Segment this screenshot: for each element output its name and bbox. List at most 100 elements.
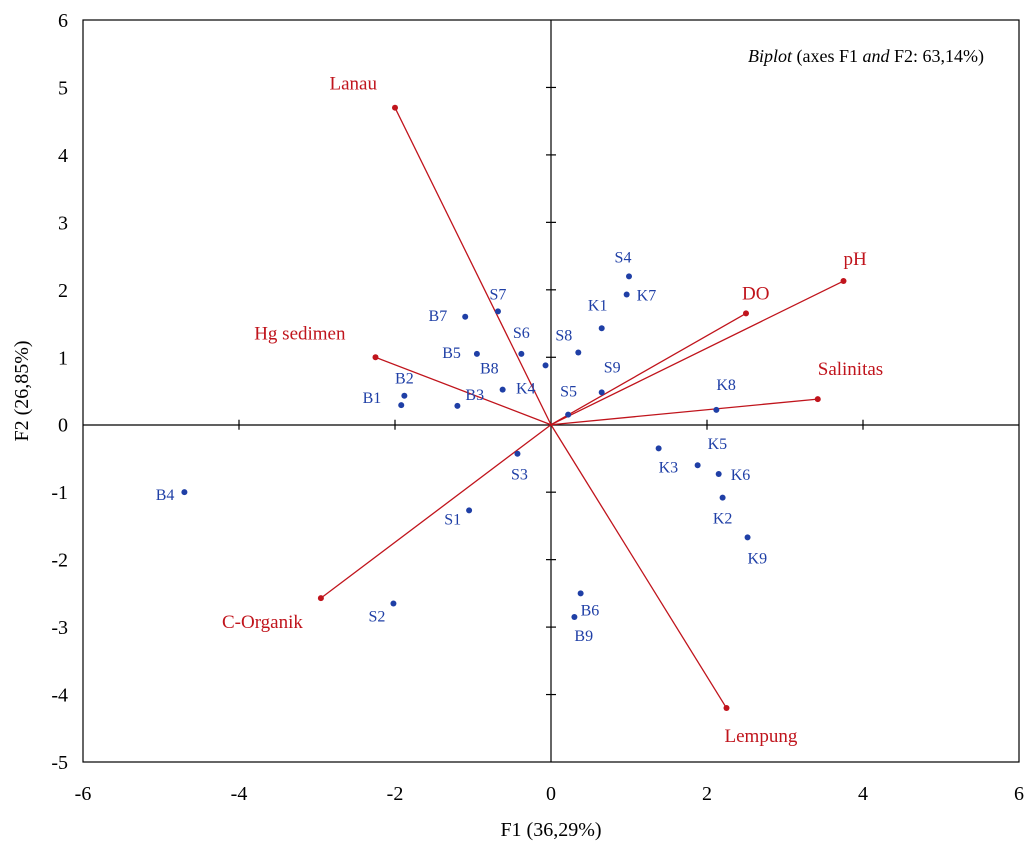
title-prefix: Biplot [748, 46, 793, 66]
x-tick-label: 6 [1014, 783, 1024, 805]
observation-label: S1 [444, 511, 461, 528]
observation-point [462, 313, 469, 320]
observation-point [494, 308, 501, 315]
variable-label: pH [844, 249, 868, 270]
observation-label: S5 [560, 384, 577, 401]
observation-point [565, 411, 572, 418]
observation-label: S6 [513, 325, 530, 342]
x-axis-title: F1 (36,29%) [500, 819, 601, 841]
observation-label: K3 [659, 459, 679, 476]
title-mid: (axes F1 [792, 46, 863, 67]
observation-point [454, 402, 461, 409]
y-tick-label: -1 [51, 482, 68, 504]
observation-point [571, 613, 578, 620]
x-tick-label: -2 [387, 783, 404, 805]
observation-point [623, 291, 630, 298]
vector-line [375, 356, 552, 426]
observation-point [577, 590, 584, 597]
observation-point [473, 350, 480, 357]
observation-point [499, 386, 506, 393]
y-tick-labels: -5 -4 -3 -2 -1 0 1 2 3 4 5 6 [51, 10, 68, 774]
variable-label: Hg sedimen [254, 323, 346, 344]
x-tick-label: 0 [546, 783, 556, 805]
y-tick-label: -4 [51, 685, 68, 707]
observation-point [466, 507, 473, 514]
observation-point [518, 350, 525, 357]
vector-endpoint [392, 104, 398, 111]
observation-label: K5 [708, 436, 728, 453]
vector-line [320, 424, 552, 599]
y-tick-label: 4 [58, 145, 68, 167]
y-tick-label: -3 [51, 617, 68, 639]
vector-line [550, 312, 747, 426]
observation-point [744, 534, 751, 541]
x-tick-label: -4 [231, 783, 248, 805]
observation-label: S9 [604, 359, 621, 376]
observation-point [542, 362, 549, 369]
observation-point [514, 450, 521, 457]
observation-point [575, 349, 582, 356]
observation-label: B3 [465, 387, 484, 404]
vector-endpoint [840, 278, 847, 285]
observation-label: K9 [748, 550, 768, 567]
chart-title: Biplot (axes F1 and F2: 63,14%) [748, 46, 984, 67]
observation-label: S8 [555, 328, 572, 345]
observation-label: K1 [588, 297, 608, 314]
y-tick-label: 6 [58, 10, 68, 32]
observation-label: B5 [442, 345, 461, 362]
observation-point [719, 494, 726, 501]
vector-endpoint [814, 396, 821, 403]
y-tick-label: -2 [51, 550, 68, 572]
observation-points: B1 B2 B3 B4 B5 B6 B7 B8 B9 S1 S2 S3 S4 S5 S6 S7 S8 S9 K1 K2… [156, 249, 767, 645]
y-axis-title: F2 (26,85%) [11, 340, 33, 441]
observation-point [398, 402, 405, 409]
y-tick-label: 3 [58, 212, 68, 234]
observation-label: B2 [395, 371, 414, 388]
variable-label: C-Organik [222, 612, 303, 633]
vector-endpoint [317, 595, 324, 602]
vector-endpoint [372, 354, 379, 361]
vector-line [394, 107, 552, 426]
axis-ticks [238, 86, 864, 696]
observation-label: B7 [429, 308, 448, 325]
observation-label: K7 [637, 288, 657, 305]
y-tick-label: 0 [58, 415, 68, 437]
y-tick-label: 1 [58, 347, 68, 369]
title-suffix: F2: 63,14%) [890, 46, 985, 67]
y-tick-label: -5 [51, 752, 68, 774]
x-tick-label: -6 [75, 783, 92, 805]
observation-label: K8 [716, 377, 736, 394]
variable-label: Salinitas [818, 359, 883, 380]
vector-endpoint [723, 705, 730, 712]
vector-line [550, 424, 728, 709]
observation-label: S2 [369, 608, 386, 625]
observation-point [715, 470, 722, 477]
variable-label: DO [742, 283, 769, 304]
observation-point [694, 462, 701, 469]
x-tick-labels: -6 -4 -2 0 2 4 6 [75, 783, 1024, 805]
observation-point [626, 273, 632, 280]
observation-point [598, 389, 605, 396]
vector-line [550, 280, 844, 426]
observation-label: S3 [511, 467, 528, 484]
observation-label: B6 [581, 602, 600, 619]
observation-label: B8 [480, 361, 499, 378]
observation-label: K2 [713, 511, 733, 528]
variable-label: Lanau [330, 74, 378, 95]
title-and: and [863, 46, 891, 66]
observation-label: K6 [731, 467, 751, 484]
observation-label: S4 [615, 249, 632, 266]
observation-label: K4 [516, 380, 536, 397]
observation-point [655, 445, 662, 452]
observation-label: B1 [363, 390, 382, 407]
observation-label: B9 [574, 628, 593, 645]
x-tick-label: 4 [858, 783, 868, 805]
variable-vectors: Lanau Hg sedimen C-Organik pH DO Salinitas Lem… [222, 74, 883, 747]
observation-label: B4 [156, 487, 175, 504]
observation-point [390, 600, 397, 607]
vector-endpoint [743, 310, 749, 317]
observation-label: S7 [490, 286, 507, 303]
observation-point [713, 406, 720, 413]
y-tick-label: 5 [58, 77, 68, 99]
